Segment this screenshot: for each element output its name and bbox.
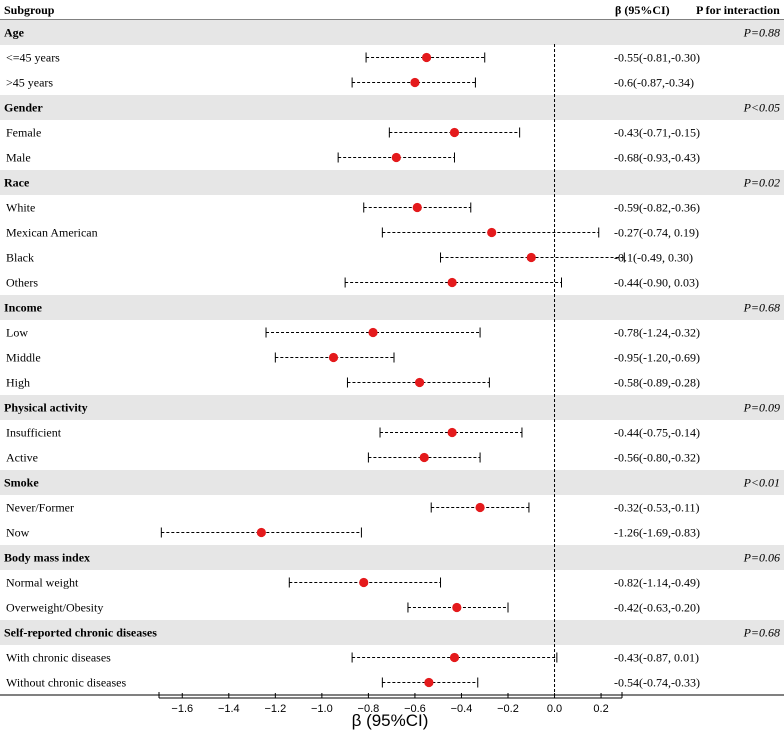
subgroup-label: Now xyxy=(6,526,30,540)
beta-ci-text: -0.27(-0.74, 0.19) xyxy=(614,226,699,240)
beta-ci-text: -0.42(-0.63,-0.20) xyxy=(614,601,700,615)
x-tick-label: 0.2 xyxy=(593,703,608,715)
subgroup-label: With chronic diseases xyxy=(6,651,111,665)
beta-ci-text: -0.58(-0.89,-0.28) xyxy=(614,376,700,390)
subgroup-label: Overweight/Obesity xyxy=(6,601,103,615)
rows-layer: Age P=0.88 <=45 years -0.55(-0.81,-0.30) >45… xyxy=(0,20,784,695)
x-tick-label: −1.4 xyxy=(218,703,240,715)
beta-ci-text: -0.82(-1.14,-0.49) xyxy=(614,576,700,590)
beta-ci-text: -0.55(-0.81,-0.30) xyxy=(614,51,700,65)
point-estimate xyxy=(419,452,429,463)
point-estimate xyxy=(256,527,266,538)
x-tick-label: −0.2 xyxy=(497,703,519,715)
group-label: Smoke xyxy=(4,476,39,490)
p-interaction-value: P=0.09 xyxy=(743,401,780,415)
p-interaction-value: P=0.02 xyxy=(743,176,780,190)
beta-ci-text: -0.32(-0.53,-0.11) xyxy=(614,501,700,515)
point-estimate xyxy=(447,427,457,438)
group-band xyxy=(0,170,784,195)
p-interaction-value: P=0.68 xyxy=(743,626,780,640)
group-label: Age xyxy=(4,26,25,40)
subgroup-label: Never/Former xyxy=(6,501,74,515)
point-estimate xyxy=(475,502,485,513)
header-beta: β (95%CI) xyxy=(615,3,670,17)
point-estimate xyxy=(328,352,339,363)
p-interaction-value: P<0.05 xyxy=(743,101,780,115)
group-band xyxy=(0,95,784,120)
group-band xyxy=(0,20,784,45)
x-tick-label: −0.4 xyxy=(451,703,473,715)
subgroup-label: Mexican American xyxy=(6,226,98,240)
subgroup-label: Others xyxy=(6,276,38,290)
point-estimate xyxy=(391,152,401,163)
group-band xyxy=(0,295,784,320)
x-axis: −1.6 −1.4 −1.2 −1.0 −0.8 −0.6 −0.4 −0.2 0.0 0.2 xyxy=(0,692,784,715)
point-estimate xyxy=(421,52,432,63)
beta-ci-text: -0.1(-0.49, 0.30) xyxy=(614,251,693,265)
header-subgroup: Subgroup xyxy=(4,3,55,17)
header-p-interaction: P for interaction xyxy=(696,3,780,17)
x-axis-label: β (95%CI) xyxy=(352,711,429,730)
p-interaction-value: P=0.06 xyxy=(743,551,780,565)
point-estimate xyxy=(447,277,457,288)
subgroup-label: Female xyxy=(6,126,41,140)
point-estimate xyxy=(424,677,434,688)
x-tick-label: −0.6 xyxy=(404,703,426,715)
group-label: Income xyxy=(4,301,43,315)
beta-ci-text: -0.6(-0.87,-0.34) xyxy=(614,76,694,90)
beta-ci-text: -0.43(-0.71,-0.15) xyxy=(614,126,700,140)
group-label: Race xyxy=(4,176,30,190)
point-estimate xyxy=(487,227,497,238)
subgroup-label: Middle xyxy=(6,351,41,365)
subgroup-label: Normal weight xyxy=(6,576,79,590)
point-estimate xyxy=(368,327,378,338)
subgroup-label: >45 years xyxy=(6,76,53,90)
beta-ci-text: -0.44(-0.75,-0.14) xyxy=(614,426,700,440)
subgroup-label: White xyxy=(6,201,35,215)
beta-ci-text: -0.44(-0.90, 0.03) xyxy=(614,276,699,290)
x-tick-label: −1.2 xyxy=(264,703,286,715)
beta-ci-text: -0.78(-1.24,-0.32) xyxy=(614,326,700,340)
group-band xyxy=(0,620,784,645)
point-estimate xyxy=(452,602,462,613)
beta-ci-text: -0.95(-1.20,-0.69) xyxy=(614,351,700,365)
point-estimate xyxy=(449,652,460,663)
subgroup-label: <=45 years xyxy=(6,51,60,65)
group-label: Self-reported chronic diseases xyxy=(4,626,157,640)
subgroup-label: Black xyxy=(6,251,34,265)
subgroup-label: Active xyxy=(6,451,38,465)
subgroup-label: High xyxy=(6,376,30,390)
group-label: Body mass index xyxy=(4,551,90,565)
point-estimate xyxy=(410,77,420,88)
group-label: Physical activity xyxy=(4,401,88,415)
x-tick-label: 0.0 xyxy=(547,703,562,715)
p-interaction-value: P<0.01 xyxy=(743,476,780,490)
subgroup-label: Without chronic diseases xyxy=(6,676,126,690)
beta-ci-text: -0.68(-0.93,-0.43) xyxy=(614,151,700,165)
beta-ci-text: -0.54(-0.74,-0.33) xyxy=(614,676,700,690)
x-tick-label: −0.8 xyxy=(358,703,380,715)
point-estimate xyxy=(412,202,422,213)
p-interaction-value: P=0.68 xyxy=(743,301,780,315)
group-label: Gender xyxy=(4,101,43,115)
group-band xyxy=(0,395,784,420)
subgroup-label: Male xyxy=(6,151,31,165)
point-estimate xyxy=(359,577,369,588)
beta-ci-text: -0.56(-0.80,-0.32) xyxy=(614,451,700,465)
beta-ci-text: -0.59(-0.82,-0.36) xyxy=(614,201,700,215)
p-interaction-value: P=0.88 xyxy=(743,26,780,40)
subgroup-label: Low xyxy=(6,326,28,340)
x-tick-label: −1.6 xyxy=(171,703,193,715)
group-band xyxy=(0,545,784,570)
x-tick-label: −1.0 xyxy=(311,703,333,715)
group-band xyxy=(0,470,784,495)
point-estimate xyxy=(449,127,460,138)
subgroup-label: Insufficient xyxy=(6,426,62,440)
beta-ci-text: -1.26(-1.69,-0.83) xyxy=(614,526,700,540)
point-estimate xyxy=(414,377,425,388)
point-estimate xyxy=(526,252,536,263)
beta-ci-text: -0.43(-0.87, 0.01) xyxy=(614,651,699,665)
